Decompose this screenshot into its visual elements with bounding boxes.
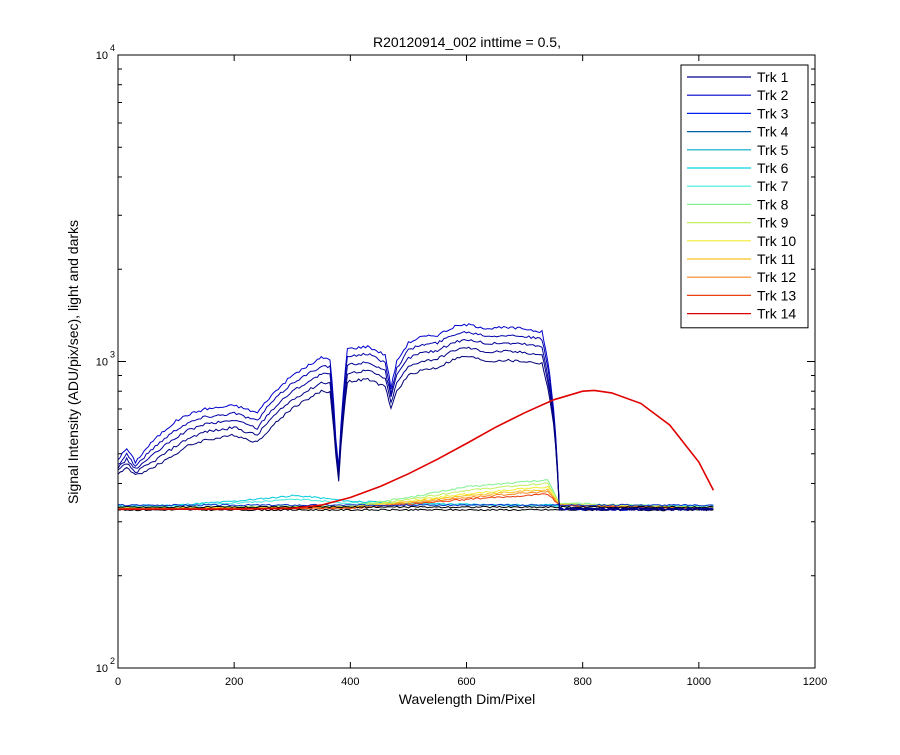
legend-label: Trk 11 (757, 251, 795, 267)
y-tick-exponent: 3 (110, 350, 115, 360)
legend-label: Trk 8 (757, 196, 789, 212)
chart-title: R20120914_002 inttime = 0.5, (373, 34, 561, 50)
legend-label: Trk 10 (757, 233, 796, 249)
legend-label: Trk 9 (757, 215, 789, 231)
legend-label: Trk 7 (757, 178, 789, 194)
legend-label: Trk 2 (757, 87, 789, 103)
legend-label: Trk 3 (757, 105, 789, 121)
legend-label: Trk 12 (757, 269, 796, 285)
spectrum-line (117, 331, 714, 511)
y-tick-exponent: 2 (110, 656, 115, 666)
x-tick-label: 1000 (687, 676, 711, 688)
legend-label: Trk 6 (757, 160, 789, 176)
y-axis-label: Signal Intensity (ADU/pix/sec), light an… (65, 220, 81, 504)
y-tick-label: 10 (96, 357, 108, 369)
legend-label: Trk 4 (757, 124, 789, 140)
spectrum-line (117, 355, 714, 511)
peak-line (118, 389, 715, 510)
legend-label: Trk 13 (757, 287, 796, 303)
spectrum-line (117, 338, 714, 511)
x-tick-label: 800 (573, 676, 591, 688)
legend-label: Trk 5 (757, 142, 789, 158)
y-tick-label: 10 (96, 50, 108, 62)
legend-box (680, 64, 809, 329)
low-band-line (117, 503, 714, 507)
x-tick-label: 1200 (803, 676, 827, 688)
legend: Trk 1 Trk 2 Trk 3 Trk 4 Trk 5 Trk 6 Trk 7 Trk 8… (680, 64, 809, 329)
y-tick-exponent: 4 (110, 43, 115, 53)
x-tick-label: 200 (225, 676, 243, 688)
legend-label: Trk 1 (757, 69, 789, 85)
low-band-line (117, 488, 714, 510)
y-tick-label: 10 (96, 663, 108, 675)
x-axis-label: Wavelength Dim/Pixel (399, 691, 535, 707)
legend-label: Trk 14 (757, 306, 796, 322)
x-tick-label: 0 (115, 676, 121, 688)
x-tick-label: 400 (341, 676, 359, 688)
x-axis: 0 200 400 600 800 1000 1200 (115, 55, 827, 688)
x-tick-label: 600 (457, 676, 475, 688)
spectrum-line (117, 346, 714, 511)
low-band-line (117, 505, 714, 509)
